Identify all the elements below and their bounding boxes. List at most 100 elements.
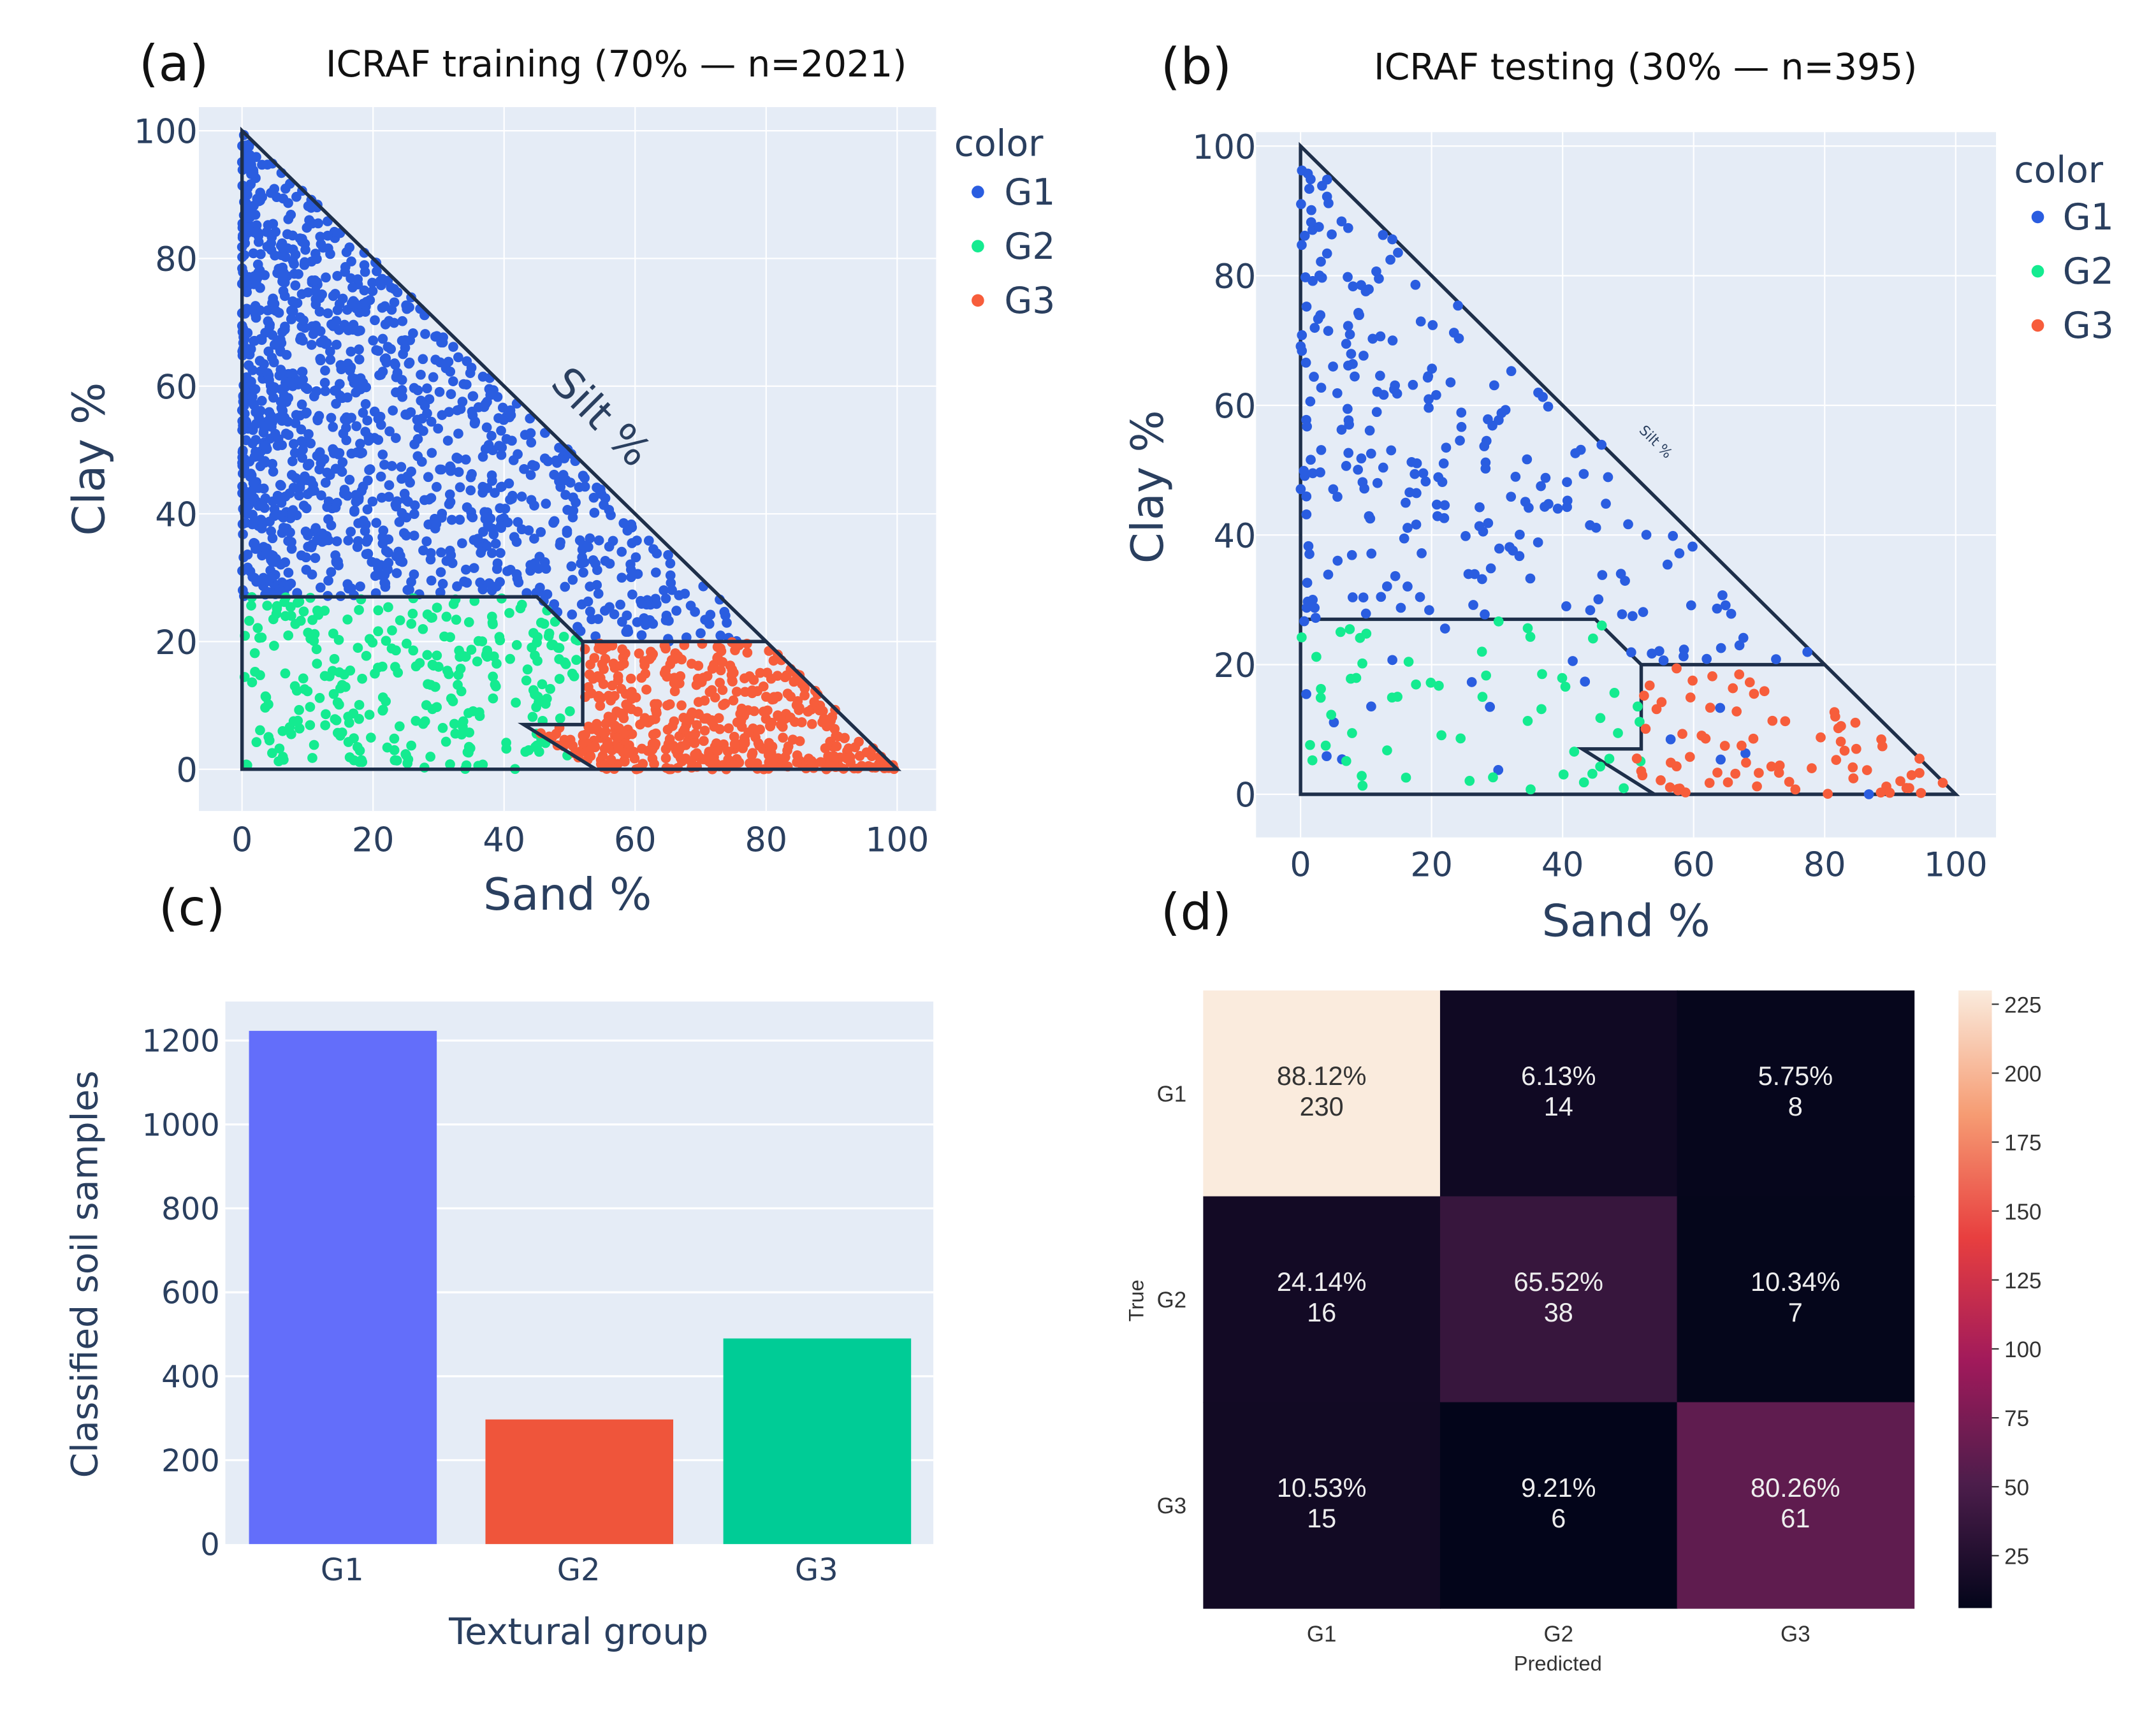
legend-label: G3 <box>1004 280 1055 322</box>
data-point-g1 <box>263 305 273 316</box>
data-point-g1 <box>400 335 411 346</box>
data-point-g3 <box>789 676 799 687</box>
data-point-g2 <box>511 640 522 650</box>
data-point-g1 <box>1358 592 1369 603</box>
data-point-g2 <box>437 723 448 733</box>
data-point-g2 <box>1357 658 1367 669</box>
data-point-g1 <box>268 466 279 477</box>
data-point-g1 <box>481 541 492 551</box>
data-point-g1 <box>290 418 301 428</box>
data-point-g1 <box>277 272 288 282</box>
data-point-g1 <box>1424 394 1434 405</box>
data-point-g3 <box>648 649 659 659</box>
data-point-g3 <box>636 673 647 683</box>
data-point-g1 <box>278 286 289 296</box>
data-point-g1 <box>455 404 466 414</box>
data-point-g1 <box>583 596 594 607</box>
data-point-g1 <box>641 620 651 630</box>
data-point-g2 <box>453 669 463 680</box>
data-point-g1 <box>1658 655 1669 666</box>
data-point-g1 <box>1485 702 1496 712</box>
data-point-g3 <box>1712 768 1723 778</box>
data-point-g1 <box>511 569 522 579</box>
data-point-g1 <box>361 382 372 393</box>
data-point-g1 <box>1358 351 1369 361</box>
data-point-g1 <box>339 484 350 495</box>
data-point-g1 <box>467 469 477 479</box>
data-point-g1 <box>418 426 428 436</box>
data-point-g2 <box>1588 633 1598 644</box>
data-point-g1 <box>306 476 316 486</box>
data-point-g2 <box>1569 746 1580 757</box>
data-point-g3 <box>724 723 734 734</box>
data-point-g1 <box>519 463 529 474</box>
legend-item-g1[interactable]: G1 <box>972 171 1055 214</box>
data-point-g1 <box>296 289 307 300</box>
data-point-g1 <box>286 314 296 324</box>
data-point-g1 <box>293 269 303 279</box>
data-point-g2 <box>1596 620 1607 631</box>
data-point-g1 <box>343 325 354 335</box>
data-point-g1 <box>1422 372 1433 383</box>
data-point-g1 <box>244 360 254 370</box>
data-point-g1 <box>409 530 419 541</box>
data-point-g1 <box>265 572 276 583</box>
data-point-g1 <box>1359 483 1370 494</box>
data-point-g1 <box>296 399 307 410</box>
legend-marker <box>972 240 984 253</box>
x-tick-label: 80 <box>1803 846 1846 885</box>
data-point-g2 <box>274 743 285 754</box>
data-point-g1 <box>331 339 342 350</box>
data-point-g3 <box>1937 778 1948 788</box>
heatmap-cell <box>1677 990 1915 1197</box>
data-point-g2 <box>382 742 393 753</box>
data-point-g1 <box>446 550 456 560</box>
data-point-g1 <box>1307 468 1318 479</box>
data-point-g1 <box>251 435 261 445</box>
data-point-g2 <box>522 664 533 675</box>
data-point-g1 <box>457 538 467 549</box>
data-point-g2 <box>441 611 452 622</box>
data-point-g1 <box>1686 600 1696 611</box>
data-point-g1 <box>428 372 439 382</box>
data-point-g1 <box>1301 302 1312 312</box>
legend: color G1 G2 G3 <box>2014 149 2113 347</box>
data-point-g2 <box>251 737 262 747</box>
data-point-g1 <box>362 415 373 426</box>
data-point-g1 <box>1679 651 1689 662</box>
data-point-g3 <box>747 750 757 761</box>
data-point-g3 <box>586 724 597 734</box>
y-tick-label: G3 <box>1157 1494 1187 1518</box>
data-point-g1 <box>1456 421 1467 432</box>
data-point-g2 <box>439 631 449 642</box>
data-point-g3 <box>617 644 627 655</box>
legend-item-g3[interactable]: G3 <box>972 280 1055 322</box>
data-point-g1 <box>244 141 254 152</box>
legend-item-g1[interactable]: G1 <box>2031 196 2114 238</box>
data-point-g3 <box>1839 745 1850 756</box>
data-point-g2 <box>268 614 279 625</box>
data-point-g1 <box>355 439 365 449</box>
data-point-g1 <box>284 377 295 388</box>
data-point-g1 <box>386 461 397 471</box>
x-tick-label: 40 <box>483 820 525 859</box>
data-point-g3 <box>1861 765 1872 775</box>
axis-ticks: 0 20 40 60 80 100 0 20 40 60 80 100 <box>134 113 929 860</box>
data-point-g1 <box>286 544 297 554</box>
data-point-g1 <box>1510 472 1521 482</box>
data-point-g1 <box>323 308 333 319</box>
legend-item-g3[interactable]: G3 <box>2031 305 2114 347</box>
data-point-g1 <box>444 499 455 509</box>
chart-title: ICRAF training (70% — n=2021) <box>326 43 907 85</box>
data-point-g1 <box>344 242 355 252</box>
data-point-g1 <box>448 376 458 386</box>
data-point-g1 <box>1508 545 1519 556</box>
data-point-g2 <box>364 710 375 720</box>
legend-item-g2[interactable]: G2 <box>972 226 1055 268</box>
legend-marker <box>972 294 984 307</box>
data-point-g3 <box>765 721 776 732</box>
legend-item-g2[interactable]: G2 <box>2031 251 2114 293</box>
data-point-g1 <box>1418 468 1429 479</box>
data-point-g1 <box>1328 361 1338 372</box>
data-point-g2 <box>472 656 483 667</box>
